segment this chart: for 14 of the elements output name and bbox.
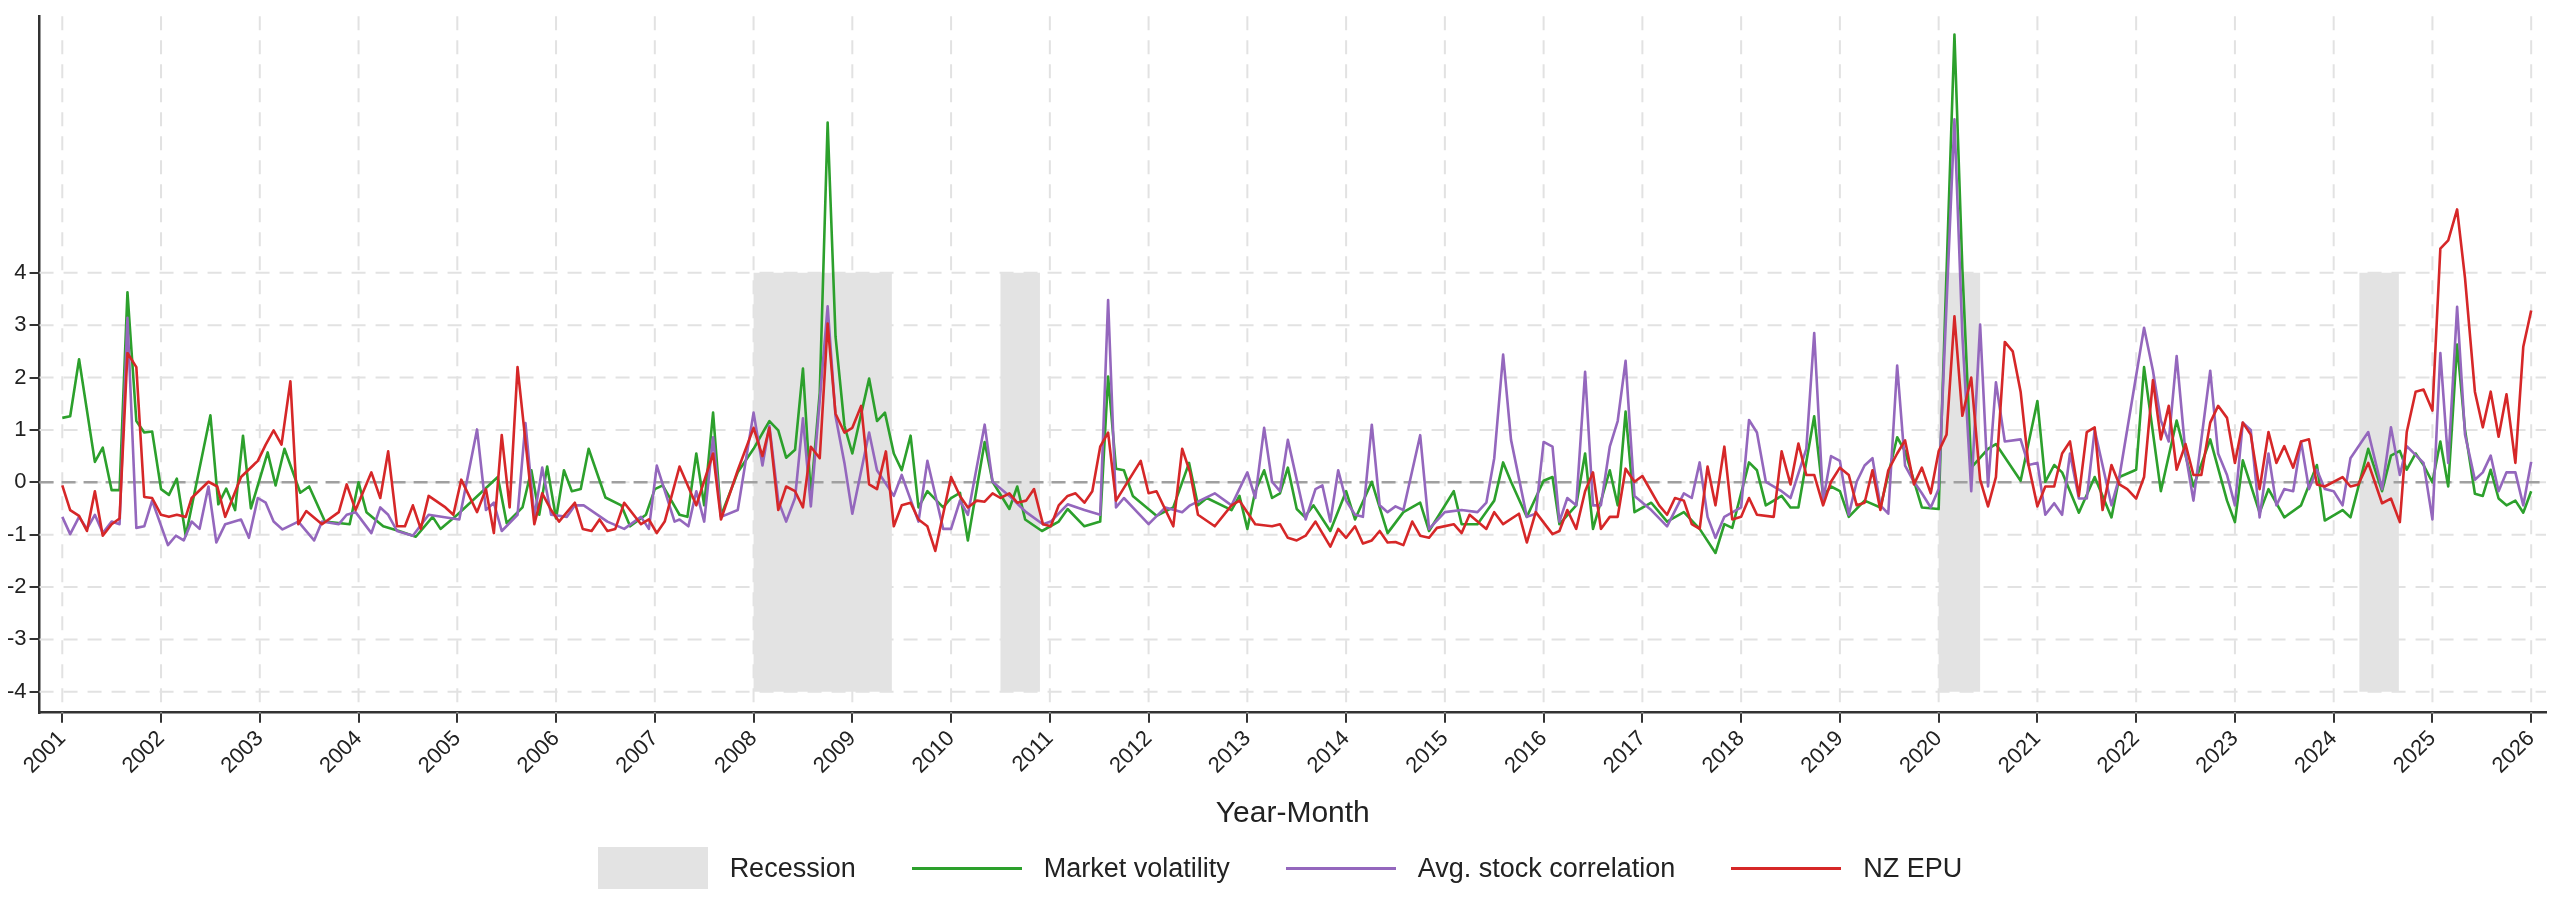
y-tick-label: 1 xyxy=(14,415,27,441)
legend-label: Market volatility xyxy=(1043,852,1230,884)
y-tick-label: 4 xyxy=(14,258,27,284)
legend-label: Recession xyxy=(729,852,856,884)
y-tick-label: -1 xyxy=(7,520,27,546)
x-axis-title: Year-Month xyxy=(1215,795,1370,829)
y-tick-label: -4 xyxy=(7,677,27,703)
y-tick-label: -2 xyxy=(7,573,27,599)
y-tick-label: 2 xyxy=(14,363,27,389)
legend-label: Avg. stock correlation xyxy=(1417,852,1676,884)
y-tick-label: -3 xyxy=(7,625,27,651)
legend-label: NZ EPU xyxy=(1863,852,1963,884)
y-tick-label: 0 xyxy=(14,468,27,494)
y-tick-label: 3 xyxy=(14,311,27,337)
